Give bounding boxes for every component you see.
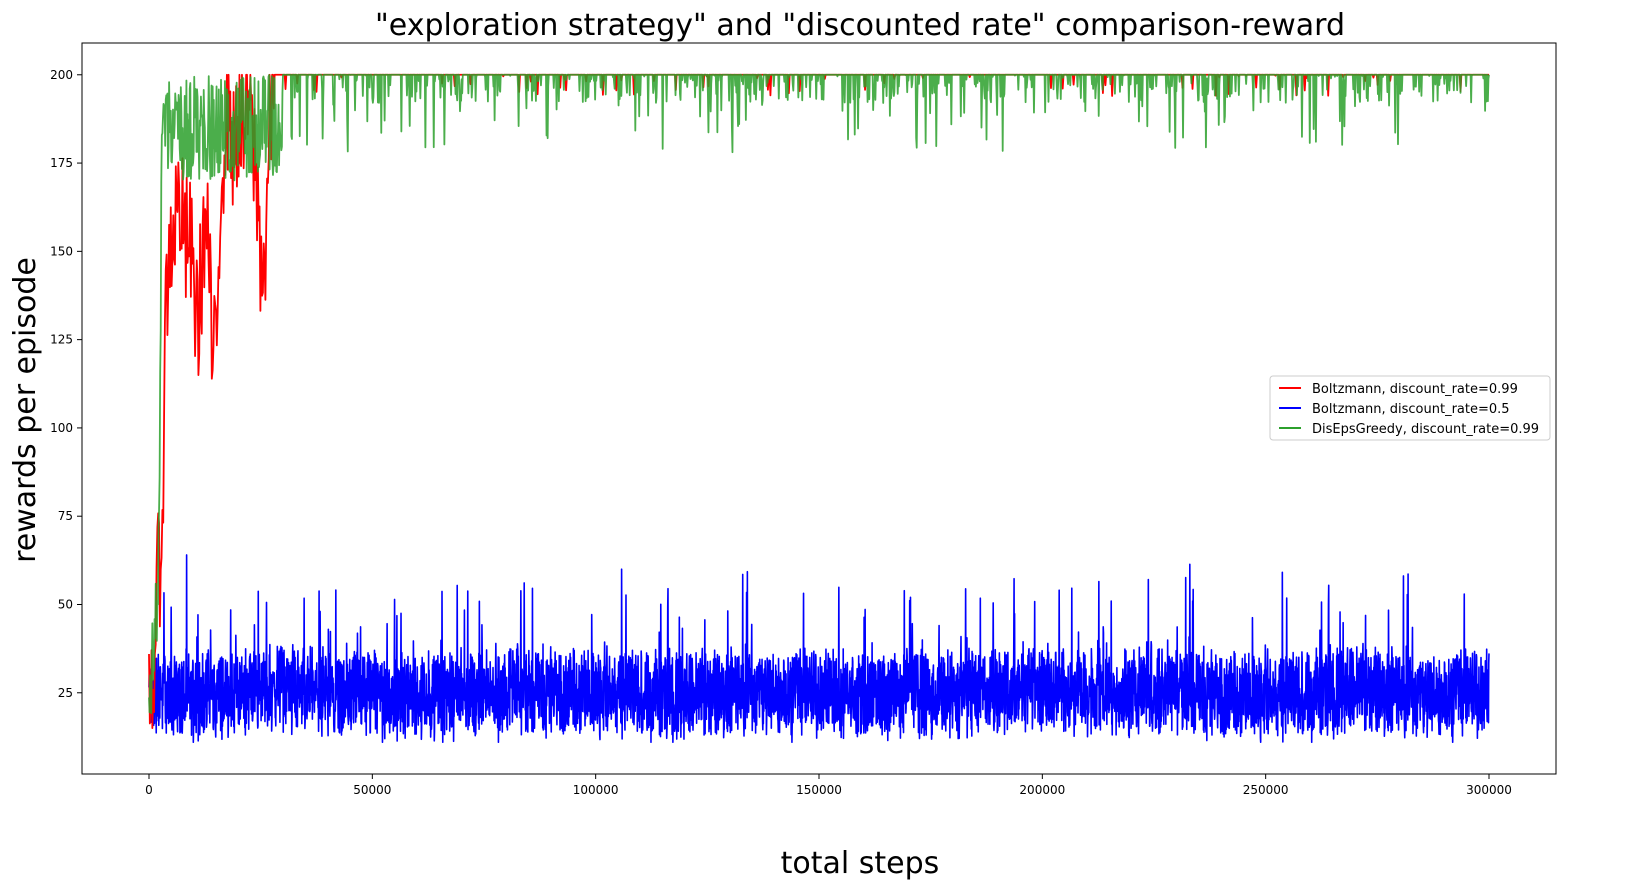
x-tick-label: 150000: [796, 783, 842, 797]
y-tick-label: 200: [50, 68, 73, 82]
x-axis-title: total steps: [781, 846, 940, 881]
x-tick-label: 300000: [1466, 783, 1512, 797]
legend-label: Boltzmann, discount_rate=0.99: [1312, 382, 1518, 397]
legend-label: Boltzmann, discount_rate=0.5: [1312, 402, 1510, 417]
y-tick-label: 125: [50, 333, 73, 347]
series-line-2: [148, 73, 1490, 715]
y-tick-label: 50: [58, 597, 73, 611]
legend-box: [1269, 375, 1551, 441]
y-tick-label: 25: [58, 686, 73, 700]
y-tick-label: 75: [58, 509, 73, 523]
y-tick-label: 150: [50, 244, 73, 258]
x-axis: 0 50000 100000 150000 200000 250000 300000: [145, 774, 1512, 797]
y-tick-label: 175: [50, 156, 73, 170]
x-tick-label: 250000: [1243, 783, 1289, 797]
chart-title: "exploration strategy" and "discounted r…: [375, 8, 1345, 43]
y-axis-title: rewards per episode: [8, 257, 43, 563]
y-tick-label: 100: [50, 421, 73, 435]
y-axis: 25 50 75 100 125 150 175 200: [50, 68, 82, 700]
series-layer: [148, 73, 1490, 744]
x-tick-label: 50000: [353, 783, 391, 797]
legend-label: DisEpsGreedy, discount_rate=0.99: [1312, 422, 1539, 437]
series-line-1: [148, 554, 1490, 744]
x-tick-label: 100000: [573, 783, 619, 797]
x-tick-label: 200000: [1019, 783, 1065, 797]
x-tick-label: 0: [145, 783, 153, 797]
legend: Boltzmann, discount_rate=0.99 Boltzmann, …: [1269, 375, 1551, 441]
